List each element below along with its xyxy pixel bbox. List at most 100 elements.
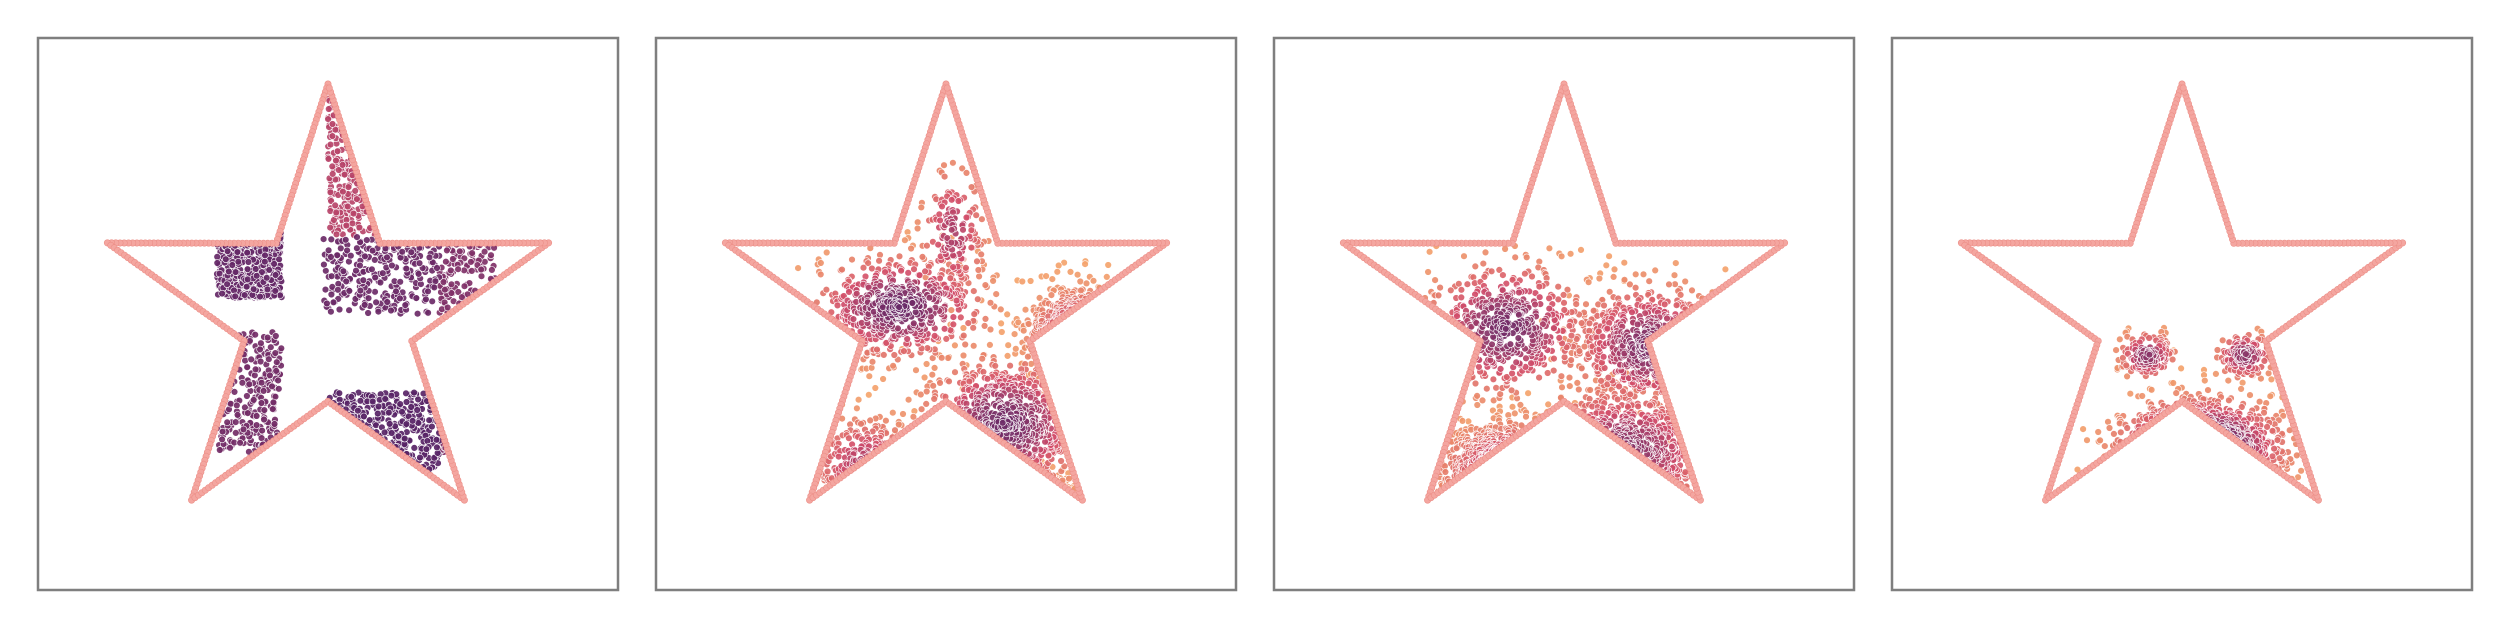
- particle-point: [253, 272, 261, 280]
- particle-point: [981, 315, 990, 323]
- particle-point: [218, 427, 227, 436]
- particle-point: [1073, 271, 1082, 279]
- particle-point: [959, 331, 968, 340]
- particle-point: [383, 298, 391, 306]
- particle-point: [407, 248, 415, 256]
- particle-point: [327, 253, 335, 261]
- particle-point: [328, 120, 337, 128]
- particle-point: [230, 388, 239, 396]
- particle-point: [865, 372, 873, 380]
- particle-point: [900, 347, 908, 355]
- particle-point: [442, 258, 450, 266]
- particle-point: [1527, 359, 1535, 367]
- particle-point: [930, 395, 938, 403]
- particle-point: [1545, 244, 1554, 253]
- particle-point: [425, 253, 434, 262]
- particle-point: [216, 446, 224, 454]
- particle-point: [323, 299, 331, 308]
- particle-point: [271, 349, 279, 357]
- particle-point: [907, 244, 915, 253]
- particle-point: [922, 360, 931, 368]
- particle-point: [257, 379, 266, 387]
- particle-point: [817, 259, 825, 267]
- particle-point: [895, 303, 903, 311]
- particle-point: [460, 282, 469, 290]
- particle-point: [269, 405, 277, 413]
- particle-point: [880, 351, 888, 359]
- particle-point: [371, 288, 379, 296]
- particle-point: [233, 401, 241, 410]
- particle-point: [402, 389, 410, 397]
- particle-point: [1103, 273, 1111, 281]
- particle-point: [1565, 373, 1574, 382]
- particle-point: [928, 371, 936, 379]
- particle-point: [1575, 385, 1583, 394]
- particle-point: [1479, 259, 1488, 268]
- particle-point: [252, 412, 261, 420]
- particle-point: [867, 364, 876, 372]
- particle-point: [447, 266, 455, 275]
- particle-point: [342, 236, 350, 244]
- particle-point: [970, 287, 978, 295]
- particle-point: [1508, 403, 1517, 411]
- particle-point: [234, 258, 243, 266]
- particle-point: [986, 325, 995, 334]
- particle-point: [273, 358, 281, 366]
- particle-point: [1431, 276, 1439, 284]
- particle-point: [1018, 277, 1026, 286]
- particle-point: [1544, 400, 1552, 409]
- particle-point: [936, 379, 944, 387]
- particle-point: [1615, 382, 1623, 391]
- particle-point: [822, 286, 831, 294]
- particle-point: [449, 255, 457, 263]
- particle-point: [344, 183, 353, 191]
- particle-point: [359, 276, 367, 284]
- particle-point: [392, 287, 400, 295]
- particle-point: [1066, 268, 1075, 276]
- particle-point: [250, 285, 258, 293]
- particle-point: [890, 351, 898, 359]
- particle-point: [458, 293, 466, 301]
- particle-point: [897, 267, 905, 275]
- particle-point: [1595, 274, 1604, 283]
- particle-point: [335, 389, 343, 397]
- particle-point: [353, 195, 361, 203]
- particle-point: [1499, 271, 1507, 279]
- particle-point: [1535, 293, 1544, 301]
- particle-point: [1631, 284, 1640, 292]
- particle-point: [922, 400, 930, 408]
- particle-point: [345, 306, 353, 314]
- particle-point: [1558, 383, 1566, 391]
- particle-point: [326, 188, 335, 197]
- particle-point: [1550, 324, 1558, 332]
- particle-point: [1508, 369, 1516, 378]
- particle-point: [331, 125, 340, 134]
- particle-point: [868, 358, 877, 366]
- particle-point: [244, 409, 252, 417]
- particle-point: [402, 420, 411, 428]
- particle-point: [865, 391, 873, 399]
- particle-point: [1565, 322, 1574, 330]
- particle-point: [1006, 362, 1014, 370]
- particle-point: [402, 264, 410, 273]
- particle-point: [231, 292, 239, 300]
- particle-point: [1081, 260, 1089, 268]
- particle-point: [239, 425, 248, 434]
- particle-point: [343, 246, 351, 255]
- particle-point: [480, 248, 489, 256]
- particle-point: [218, 289, 226, 298]
- particle-point: [899, 410, 907, 418]
- particle-point: [1024, 320, 1033, 328]
- particle-point: [1605, 252, 1613, 260]
- particle-point: [243, 249, 251, 257]
- particle-point: [845, 434, 853, 442]
- particle-point: [978, 355, 986, 363]
- particle-point: [986, 299, 995, 307]
- particle-point: [962, 213, 971, 222]
- particle-point: [1604, 373, 1613, 382]
- particle-point: [454, 265, 462, 273]
- particle-point: [937, 354, 946, 362]
- particle-point: [443, 246, 451, 255]
- particle-point: [1610, 265, 1619, 274]
- particle-point: [913, 224, 922, 233]
